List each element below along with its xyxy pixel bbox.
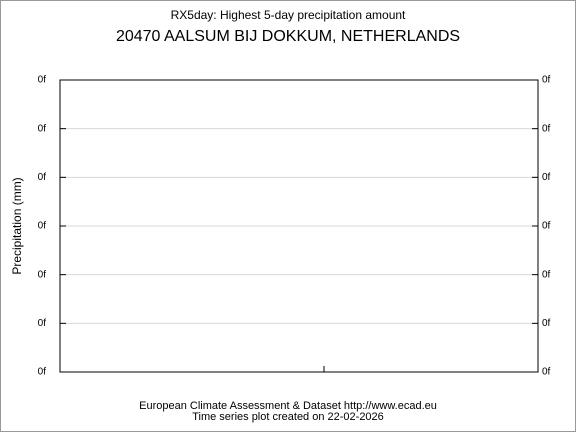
y-tick-label: 0f — [38, 123, 47, 134]
y-tick-label: 0f — [38, 318, 47, 329]
plot-area — [59, 79, 539, 373]
y-tick-label: 0f — [542, 367, 551, 378]
footer: Time series plot created on 22-02-2026 — [192, 411, 384, 423]
y-tick-label: 0f — [38, 75, 47, 86]
y-tick-label: 0f — [542, 318, 551, 329]
y-tick-label: 0f — [542, 123, 551, 134]
y-tick-label: 0f — [542, 269, 551, 280]
y-tick-label: 0f — [38, 221, 47, 232]
chart-title: RX5day: Highest 5-day precipitation amou… — [171, 8, 406, 22]
y-tick-label: 0f — [542, 221, 551, 232]
footer: European Climate Assessment & Dataset ht… — [139, 400, 437, 412]
y-tick-label: 0f — [542, 172, 551, 183]
y-tick-label: 0f — [38, 367, 47, 378]
y-tick-label: 0f — [38, 269, 47, 280]
y-tick-label: 0f — [542, 75, 551, 86]
y-axis-label: Precipitation (mm) — [10, 177, 24, 274]
chart-subtitle: 20470 AALSUM BIJ DOKKUM, NETHERLANDS — [116, 28, 460, 45]
y-tick-label: 0f — [38, 172, 47, 183]
